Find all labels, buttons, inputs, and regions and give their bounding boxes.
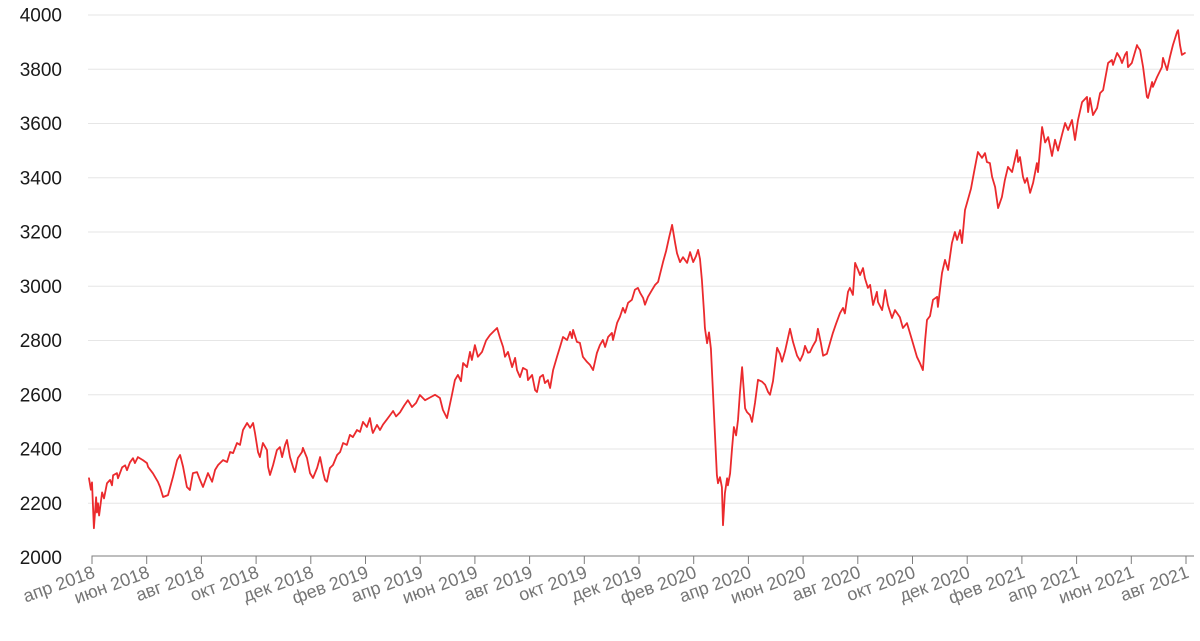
gridlines-group [88, 14, 1194, 504]
y-tick-label: 3600 [20, 114, 62, 135]
y-tick-label: 2000 [20, 548, 62, 569]
y-tick-label: 3800 [20, 60, 62, 81]
x-axis-group [91, 555, 1194, 564]
y-tick-label: 4000 [20, 6, 62, 27]
y-axis-labels-group: 2000 2200 2400 2600 2800 3000 3200 3400 3600 3800… [20, 6, 62, 570]
series-line [88, 29, 1186, 530]
y-tick-label: 2600 [20, 385, 62, 406]
y-tick-label: 3400 [20, 168, 62, 189]
y-tick-label: 2800 [20, 331, 62, 352]
y-tick-label: 2200 [20, 494, 62, 515]
y-tick-label: 3000 [20, 277, 62, 298]
y-tick-label: 2400 [20, 440, 62, 461]
y-tick-label: 3200 [20, 223, 62, 244]
